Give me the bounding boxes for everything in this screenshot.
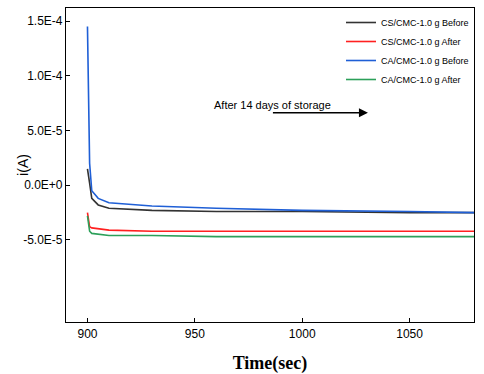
svg-text:CA/CMC-1.0 g After: CA/CMC-1.0 g After xyxy=(381,75,461,85)
svg-text:1.0E-4: 1.0E-4 xyxy=(27,69,63,83)
svg-text:CS/CMC-1.0 g Before: CS/CMC-1.0 g Before xyxy=(381,18,469,28)
svg-text:i(A): i(A) xyxy=(15,154,31,176)
svg-text:1.5E-4: 1.5E-4 xyxy=(27,14,63,28)
svg-text:1050: 1050 xyxy=(396,327,423,341)
svg-text:CS/CMC-1.0 g After: CS/CMC-1.0 g After xyxy=(381,37,461,47)
svg-text:CA/CMC-1.0 g Before: CA/CMC-1.0 g Before xyxy=(381,56,469,66)
svg-text:1000: 1000 xyxy=(289,327,316,341)
svg-text:Time(sec): Time(sec) xyxy=(233,353,308,374)
svg-text:5.0E-5: 5.0E-5 xyxy=(27,124,63,138)
svg-text:-5.0E-5: -5.0E-5 xyxy=(23,233,63,247)
svg-text:0.0E+0: 0.0E+0 xyxy=(24,178,63,192)
svg-text:950: 950 xyxy=(185,327,205,341)
svg-text:900: 900 xyxy=(77,327,97,341)
svg-text:After 14 days of storage: After 14 days of storage xyxy=(214,99,331,111)
